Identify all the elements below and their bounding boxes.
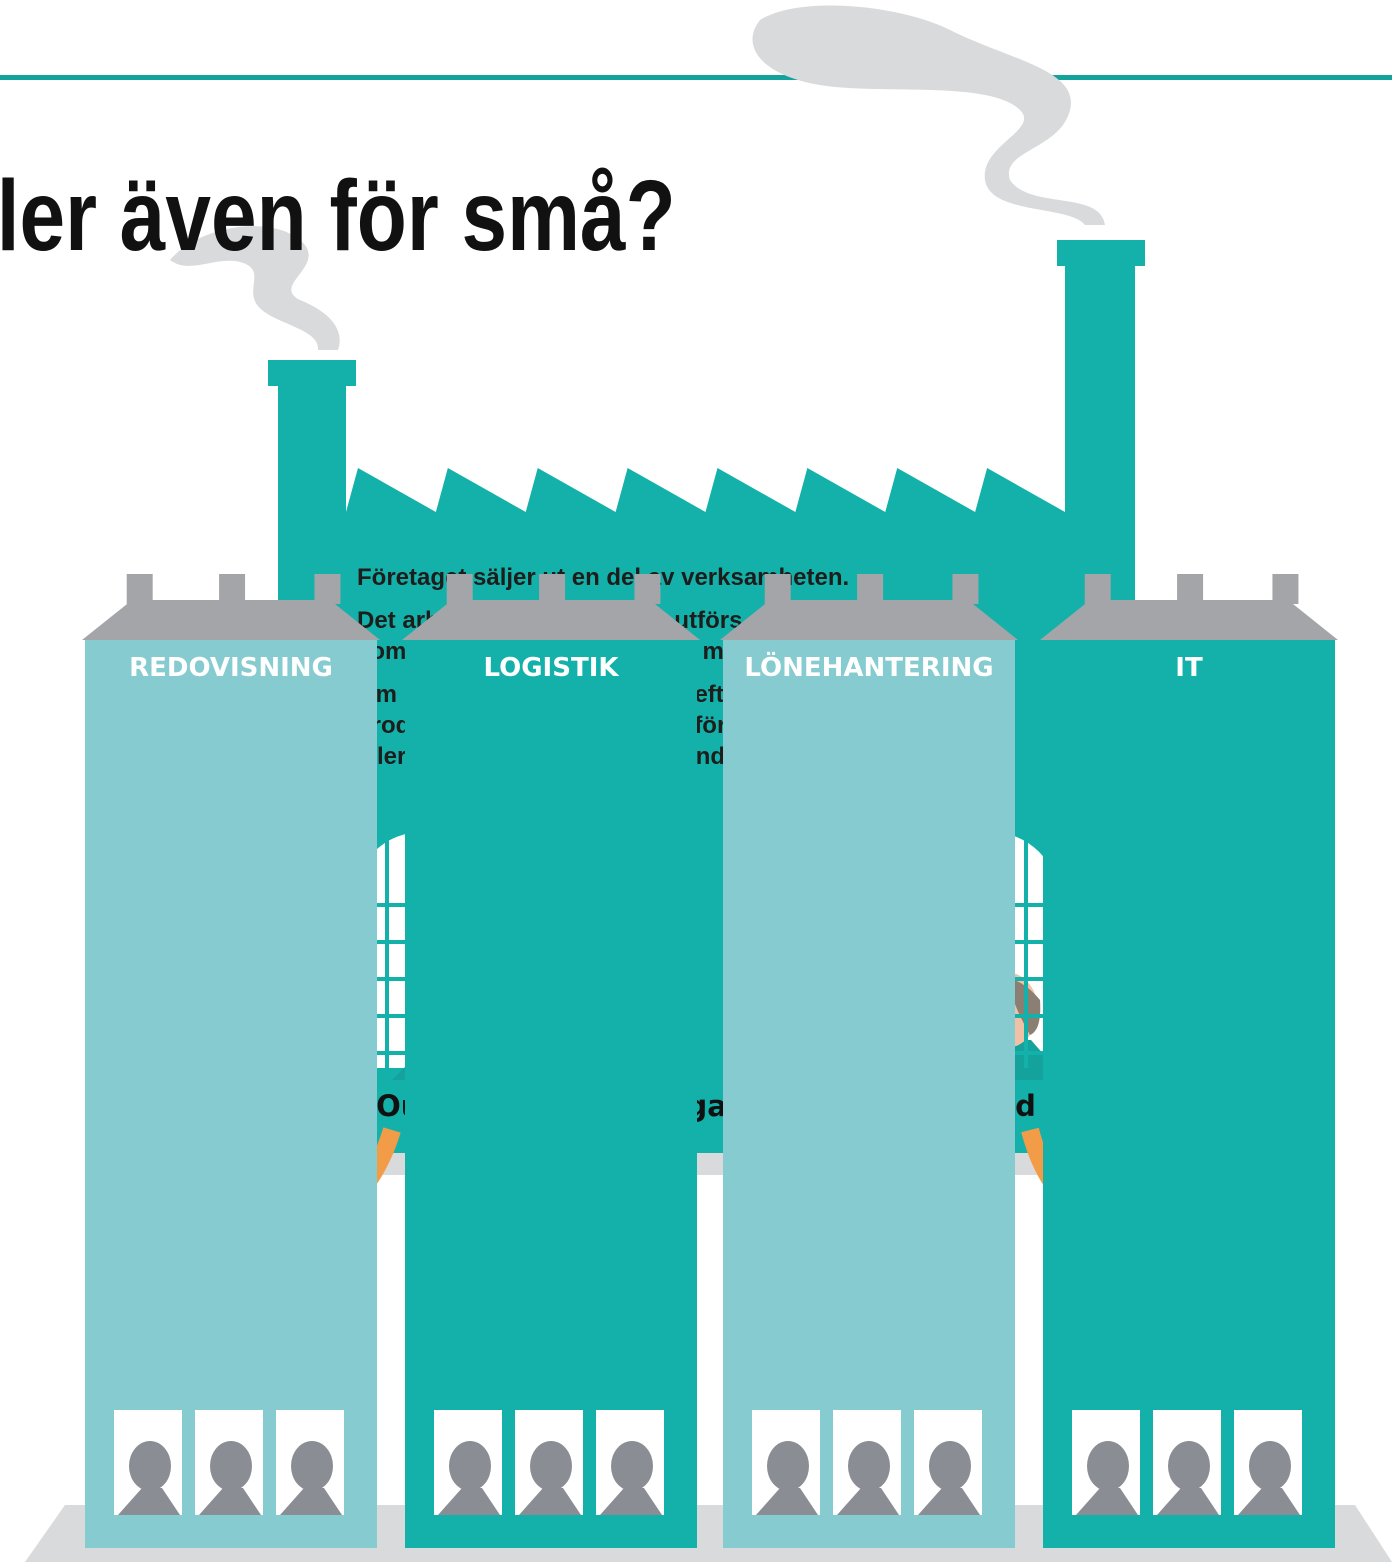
- smoke: [753, 6, 1106, 225]
- building: LÖNEHANTERING: [720, 574, 1018, 1548]
- title: ler även för små?: [0, 160, 676, 272]
- roof: [402, 600, 700, 640]
- roof: [720, 600, 1018, 640]
- silhouette-head: [767, 1441, 809, 1491]
- roof-chimney: [765, 574, 791, 604]
- illustration: ler även för små? Företaget säljer ut en…: [0, 0, 1392, 1562]
- roof-chimney: [447, 574, 473, 604]
- top-rule: [0, 75, 1392, 80]
- roof: [82, 600, 380, 640]
- building: LOGISTIK: [402, 574, 700, 1548]
- silhouette-head: [1087, 1441, 1129, 1491]
- roof-chimney: [952, 574, 978, 604]
- roof-chimney: [634, 574, 660, 604]
- silhouette-head: [1168, 1441, 1210, 1491]
- roof-chimney: [1085, 574, 1111, 604]
- chimney: [278, 380, 346, 520]
- roof-chimney: [539, 574, 565, 604]
- silhouette-head: [929, 1441, 971, 1491]
- roof-chimney: [314, 574, 340, 604]
- building-label: IT: [1175, 653, 1203, 683]
- silhouette-head: [210, 1441, 252, 1491]
- building-label: REDOVISNING: [129, 653, 333, 683]
- roof-chimney: [857, 574, 883, 604]
- silhouette-head: [1249, 1441, 1291, 1491]
- silhouette-head: [848, 1441, 890, 1491]
- silhouette-head: [530, 1441, 572, 1491]
- building: REDOVISNING: [82, 574, 380, 1548]
- building: IT: [1040, 574, 1338, 1548]
- roof: [1040, 600, 1338, 640]
- roof-chimney: [1272, 574, 1298, 604]
- roof-chimney: [1177, 574, 1203, 604]
- chimney: [1065, 260, 1135, 520]
- roof-chimney: [127, 574, 153, 604]
- silhouette-head: [129, 1441, 171, 1491]
- silhouette-head: [449, 1441, 491, 1491]
- roof-chimney: [219, 574, 245, 604]
- building-label: LÖNEHANTERING: [744, 650, 993, 683]
- building-label: LOGISTIK: [483, 653, 619, 683]
- page: ler även för små? Företaget säljer ut en…: [0, 0, 1392, 1562]
- silhouette-head: [611, 1441, 653, 1491]
- silhouette-head: [291, 1441, 333, 1491]
